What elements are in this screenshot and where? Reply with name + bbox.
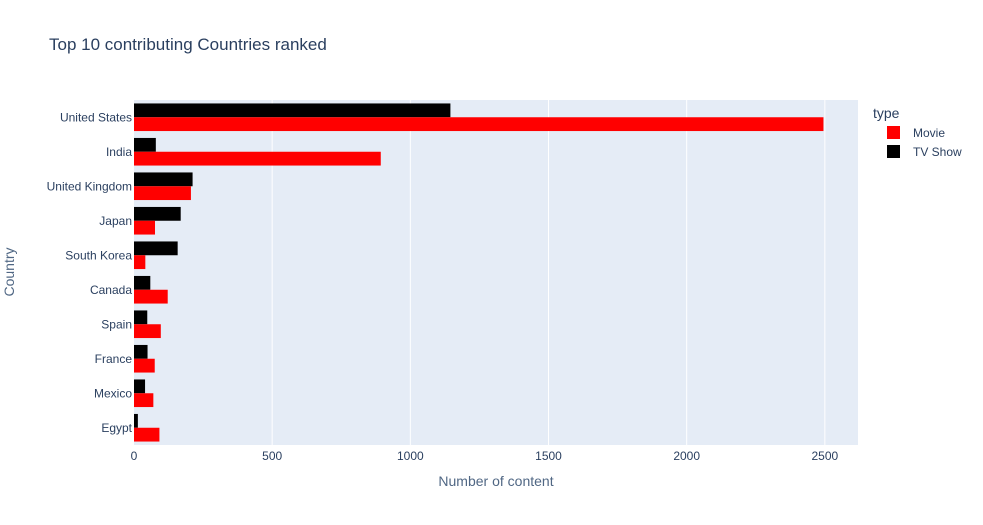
bar-tv-show[interactable] xyxy=(134,379,146,394)
x-tick-label: 2500 xyxy=(811,449,838,463)
bar-tv-show[interactable] xyxy=(134,344,148,359)
bar-tv-show[interactable] xyxy=(134,310,148,325)
bar-movie[interactable] xyxy=(134,186,191,201)
chart-title: Top 10 contributing Countries ranked xyxy=(49,35,327,54)
bar-movie[interactable] xyxy=(134,427,160,442)
bar-movie[interactable] xyxy=(134,255,146,270)
x-tick-labels: 0 500 1000 1500 2000 2500 xyxy=(131,449,839,463)
y-tick-label: United States xyxy=(60,110,132,124)
bar-movie[interactable] xyxy=(134,117,824,132)
bar-movie[interactable] xyxy=(134,289,168,304)
x-tick-label: 1500 xyxy=(535,449,562,463)
y-tick-label: Canada xyxy=(90,283,132,297)
x-tick-label: 500 xyxy=(262,449,282,463)
y-tick-label: India xyxy=(106,145,132,159)
bar-movie[interactable] xyxy=(134,358,155,373)
legend-label-tv-show[interactable]: TV Show xyxy=(913,145,962,159)
legend-swatch-movie[interactable] xyxy=(887,126,900,139)
y-tick-label: Spain xyxy=(101,317,132,331)
x-tick-label: 0 xyxy=(131,449,138,463)
legend: type Movie TV Show xyxy=(873,105,962,159)
bar-tv-show[interactable] xyxy=(134,172,193,187)
bar-movie[interactable] xyxy=(134,151,381,166)
bar-tv-show[interactable] xyxy=(134,275,151,290)
bar-tv-show[interactable] xyxy=(134,413,138,428)
legend-title: type xyxy=(873,105,900,121)
y-tick-labels: United States India United Kingdom Japan Sou… xyxy=(47,110,133,435)
bar-movie[interactable] xyxy=(134,220,156,235)
bars xyxy=(134,103,824,442)
legend-swatch-tv-show[interactable] xyxy=(887,145,900,158)
bar-movie[interactable] xyxy=(134,324,161,339)
bar-movie[interactable] xyxy=(134,393,154,408)
bar-tv-show[interactable] xyxy=(134,206,181,221)
y-tick-label: France xyxy=(95,352,133,366)
x-tick-label: 1000 xyxy=(397,449,424,463)
y-tick-label: Egypt xyxy=(101,421,132,435)
legend-label-movie[interactable]: Movie xyxy=(913,126,945,140)
y-tick-label: United Kingdom xyxy=(47,179,132,193)
bar-tv-show[interactable] xyxy=(134,103,451,118)
bar-tv-show[interactable] xyxy=(134,137,156,152)
x-tick-label: 2000 xyxy=(673,449,700,463)
y-tick-label: Japan xyxy=(99,214,132,228)
y-axis-title: Country xyxy=(1,247,17,296)
bar-tv-show[interactable] xyxy=(134,241,178,256)
y-tick-label: Mexico xyxy=(94,386,132,400)
y-tick-label: South Korea xyxy=(65,248,132,262)
x-axis-title: Number of content xyxy=(438,473,553,489)
